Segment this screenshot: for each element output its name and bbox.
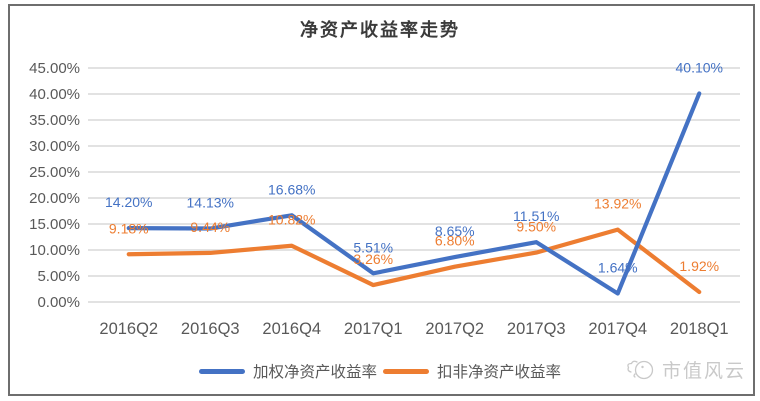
deducted-roe-data-label: 10.82% xyxy=(268,212,315,228)
y-axis-tick-label: 40.00% xyxy=(29,86,80,103)
x-axis-label: 2017Q4 xyxy=(588,320,647,338)
weighted-roe-data-label: 11.51% xyxy=(513,208,559,224)
weighted-roe-data-label: 14.13% xyxy=(187,195,234,211)
legend-label: 加权净资产收益率 xyxy=(252,364,377,381)
x-axis-label: 2018Q1 xyxy=(670,320,729,338)
weighted-roe-data-label: 40.10% xyxy=(676,59,723,75)
x-axis-label: 2017Q3 xyxy=(507,320,566,338)
x-axis-label: 2017Q1 xyxy=(344,320,403,338)
y-axis-tick-label: 35.00% xyxy=(29,112,80,129)
y-axis-tick-label: 0.00% xyxy=(37,294,80,311)
deducted-roe-data-label: 9.44% xyxy=(190,219,230,235)
deducted-roe-data-label: 9.18% xyxy=(109,220,149,236)
weighted-roe-data-label: 16.68% xyxy=(268,181,315,197)
chart-title: 净资产收益率走势 xyxy=(300,20,460,40)
weighted-roe-line xyxy=(126,91,702,296)
y-axis-tick-label: 5.00% xyxy=(37,268,80,285)
legend-label: 扣非净资产收益率 xyxy=(437,364,562,381)
deducted-roe-line xyxy=(126,227,702,295)
chart-border xyxy=(8,4,755,396)
y-axis-tick-label: 15.00% xyxy=(29,216,80,233)
legend-line-swatch-orange xyxy=(383,368,429,374)
y-axis-tick-label: 20.00% xyxy=(29,190,80,207)
deducted-roe-data-label: 13.92% xyxy=(594,196,641,212)
chart-legend: 加权净资产收益率 扣非净资产收益率 xyxy=(0,360,760,382)
y-axis-tick-label: 30.00% xyxy=(29,138,80,155)
x-axis-label: 2016Q2 xyxy=(99,320,158,338)
y-axis-tick-label: 10.00% xyxy=(29,242,80,259)
weighted-roe-data-label: 1.64% xyxy=(598,259,638,275)
shizhifengyun-logo-icon xyxy=(627,360,654,380)
x-axis-label: 2016Q3 xyxy=(181,320,240,338)
legend-item-weighted-roe: 加权净资产收益率 xyxy=(198,360,377,382)
y-axis-tick-label: 45.00% xyxy=(29,60,80,77)
deducted-roe-data-label: 1.92% xyxy=(679,258,719,274)
y-axis-tick-label: 25.00% xyxy=(29,164,80,181)
watermark-text: 市值风云 xyxy=(661,360,746,382)
legend-line-swatch-blue xyxy=(198,368,245,374)
x-axis-label: 2016Q4 xyxy=(262,320,321,338)
legend-item-deducted-roe: 扣非净资产收益率 xyxy=(383,360,561,382)
deducted-roe-data-label: 3.26% xyxy=(353,251,393,267)
deducted-roe-data-label: 6.80% xyxy=(435,233,475,249)
x-axis-label: 2017Q2 xyxy=(425,320,484,338)
watermark: 市值风云 xyxy=(624,355,746,383)
weighted-roe-data-label: 8.65% xyxy=(435,223,475,239)
weighted-roe-data-label: 5.51% xyxy=(353,239,393,255)
weighted-roe-data-label: 14.20% xyxy=(105,194,152,210)
deducted-roe-data-label: 9.50% xyxy=(516,219,556,235)
